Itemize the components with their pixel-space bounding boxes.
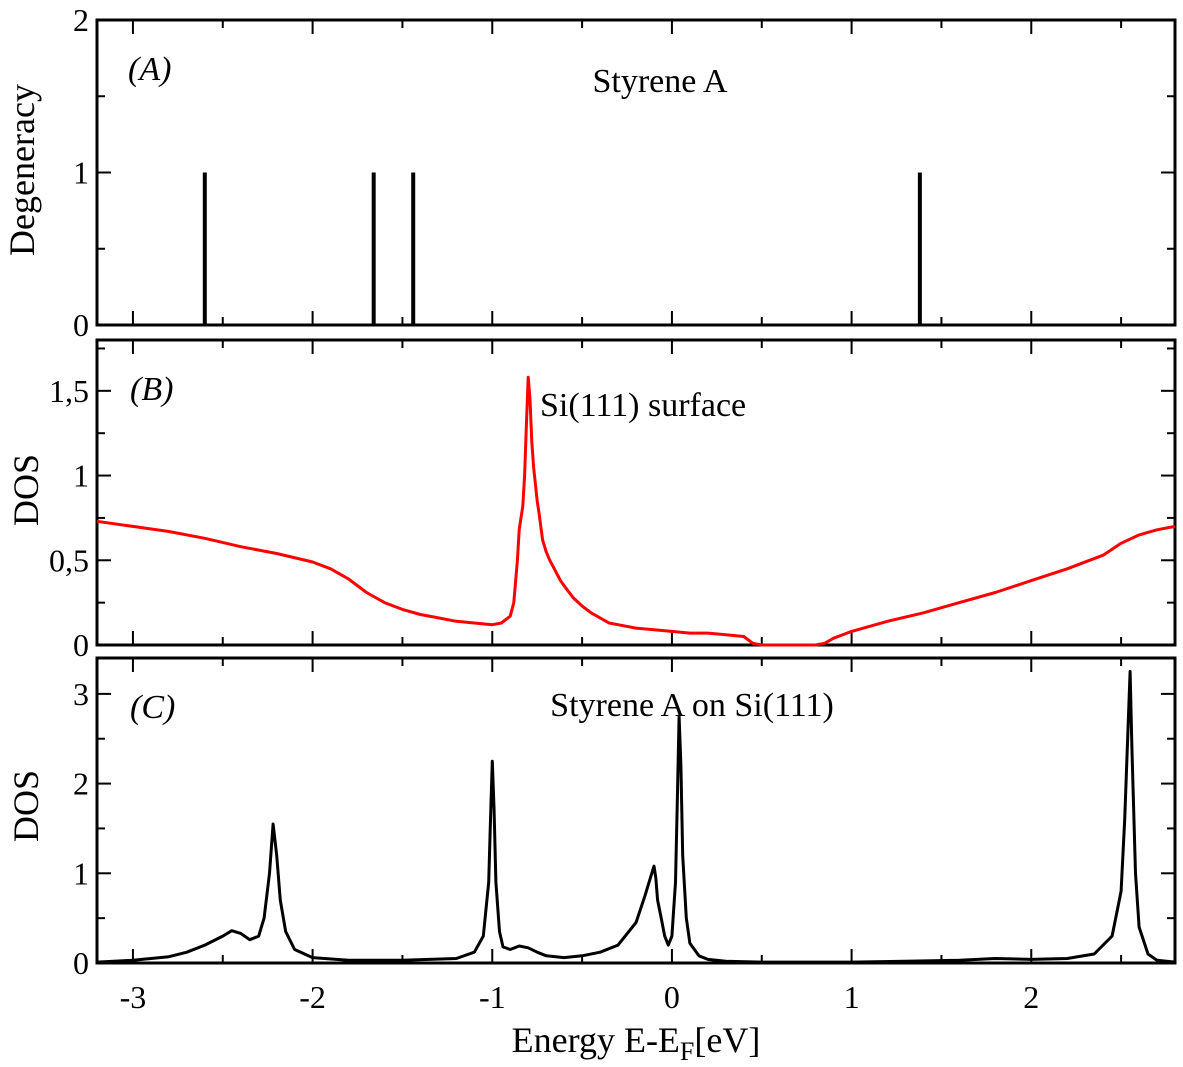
x-tick-label: -3 — [120, 979, 147, 1015]
panel-a-ylabel: Degeneracy — [2, 84, 42, 256]
y-tick-label: 3 — [73, 676, 89, 712]
x-axis-title-subscript: F — [680, 1037, 694, 1066]
x-tick-label: -1 — [479, 979, 506, 1015]
panel-b-title: Si(111) surface — [540, 387, 746, 424]
panel-c-series — [96, 670, 1176, 964]
y-tick-label: 2 — [73, 2, 89, 38]
y-tick-label: 0 — [73, 945, 89, 981]
panel-a-bars — [202, 172, 922, 325]
series-line — [96, 670, 1176, 964]
panel-a-title: Styrene A — [592, 63, 727, 100]
series-line — [96, 375, 1176, 647]
panel-b-frame — [95, 338, 1177, 647]
x-axis-title: Energy E-EF[eV] — [512, 1020, 761, 1066]
x-tick-labels: -3 -2 -1 0 1 2 — [120, 979, 1040, 1015]
panel-c-frame — [95, 656, 1177, 965]
panel-c-ylabel: DOS — [6, 770, 46, 842]
x-tick-label: 0 — [664, 979, 680, 1015]
panel-b-ticks: 0 0,5 1 1,5 — [49, 340, 1175, 663]
panel-c-ticks: 0 1 2 3 — [73, 658, 1175, 981]
x-tick-label: 2 — [1023, 979, 1039, 1015]
panel-a-letter: (A) — [128, 51, 171, 88]
panel-c-title: Styrene A on Si(111) — [550, 687, 834, 724]
y-tick-label: 1 — [73, 155, 89, 191]
y-tick-label: 0,5 — [49, 542, 89, 578]
y-tick-label: 0 — [73, 307, 89, 343]
x-tick-label: 1 — [844, 979, 860, 1015]
panel-b-ylabel: DOS — [6, 454, 46, 526]
panel-b-letter: (B) — [130, 371, 173, 408]
x-axis-title-main: Energy E-E — [512, 1020, 680, 1060]
panel-a-ticks: 0 1 2 — [73, 2, 1175, 343]
x-axis-title-unit: [eV] — [694, 1020, 760, 1060]
panel-b: 0 0,5 1 1,5 (B) Si(111) surface DOS — [6, 338, 1177, 663]
y-tick-label: 1 — [73, 855, 89, 891]
panel-c-letter: (C) — [130, 689, 175, 726]
panel-b-series — [96, 375, 1176, 647]
panel-a: 0 1 2 (A) Styrene A Degeneracy — [2, 2, 1177, 343]
y-tick-label: 2 — [73, 766, 89, 802]
y-tick-label: 1,5 — [49, 373, 89, 409]
panel-c: 0 1 2 3 (C) Styrene A on Si(111) DOS -3 -2 -1… — [6, 656, 1177, 1066]
y-tick-label: 1 — [73, 458, 89, 494]
x-tick-label: -2 — [299, 979, 326, 1015]
y-tick-label: 0 — [73, 627, 89, 663]
